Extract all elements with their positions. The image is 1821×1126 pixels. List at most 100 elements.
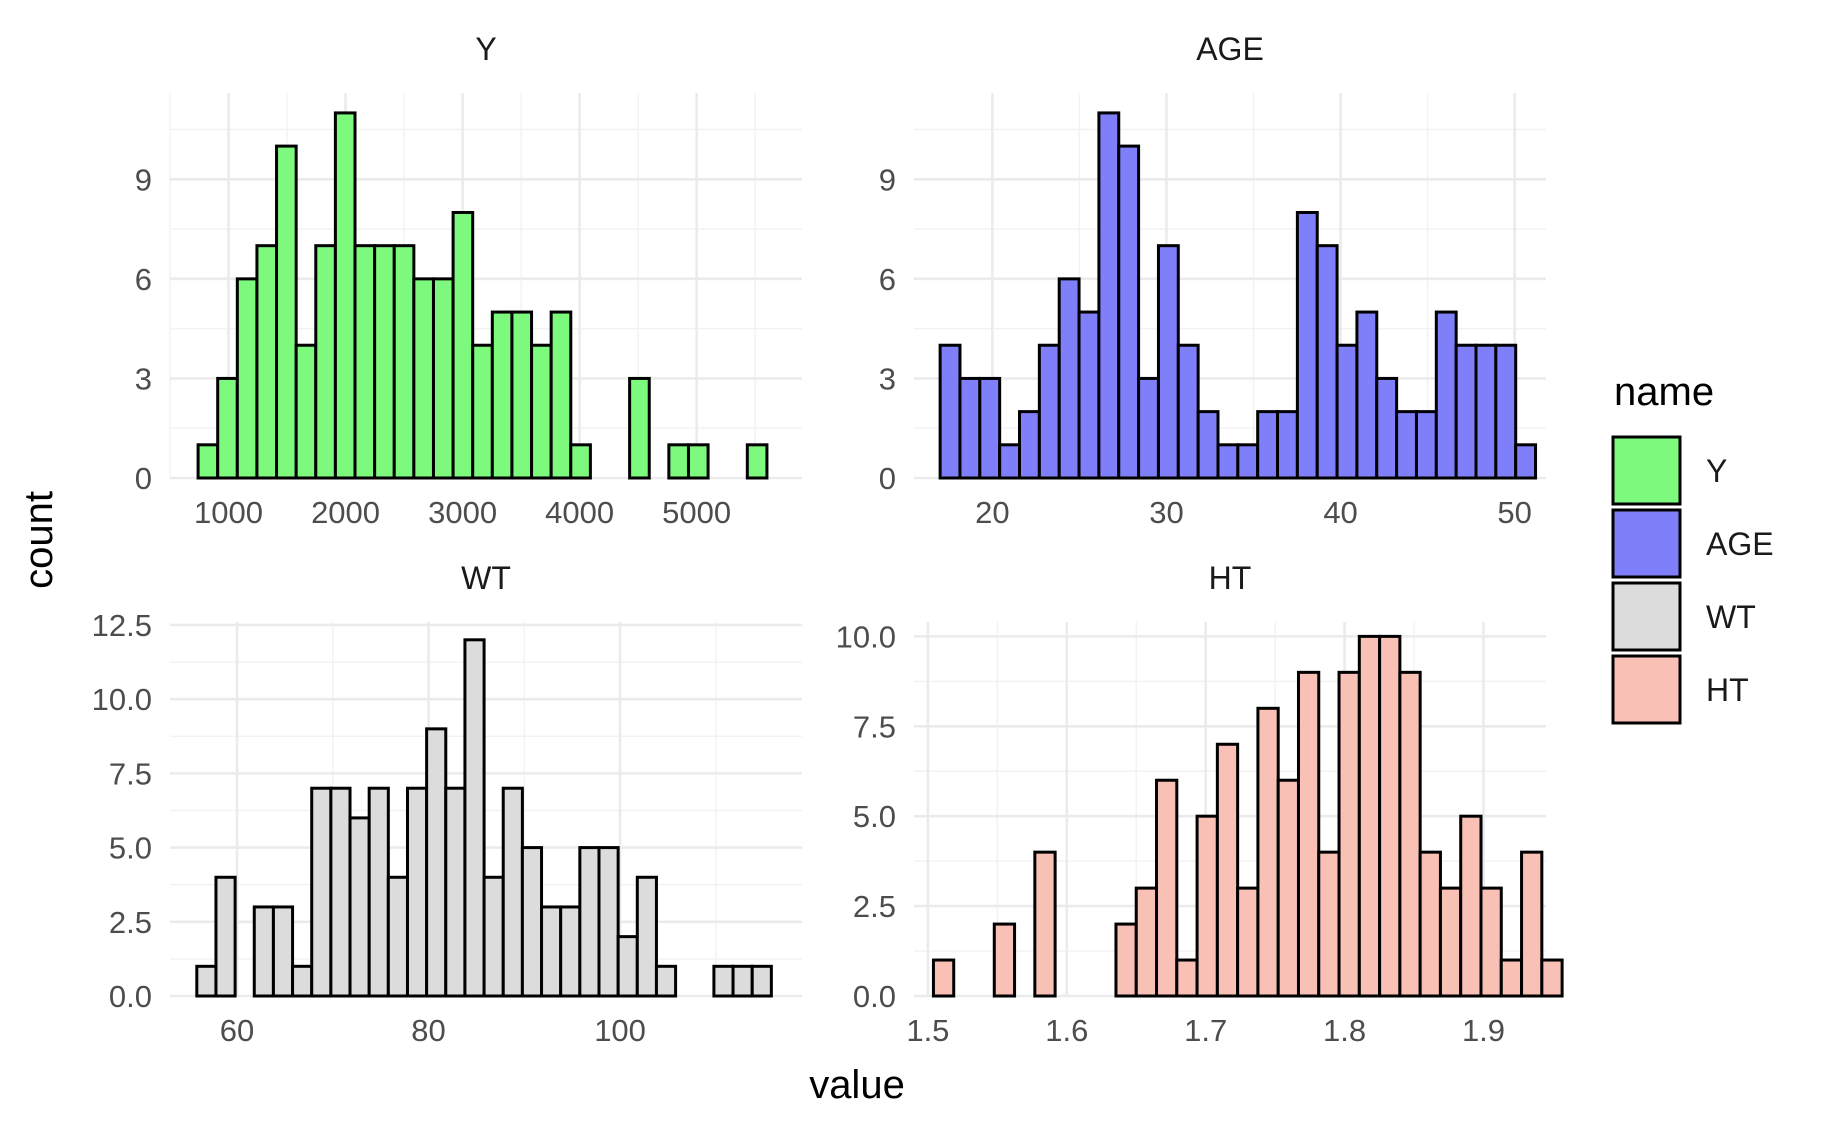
x-tick-label: 50: [1497, 495, 1531, 530]
histogram-bar: [1295, 210, 1319, 480]
histogram-bar: [294, 343, 318, 480]
histogram-bar: [1375, 376, 1399, 480]
legend-entry-wt: WT: [1611, 581, 1756, 652]
legend-entries: Y AGE WT HT: [1611, 435, 1774, 725]
x-tick-label: 2000: [311, 495, 380, 530]
histogram-bar: [291, 964, 314, 998]
histogram-bar: [1418, 850, 1442, 998]
histogram-bar: [635, 875, 658, 998]
histogram-bar: [1355, 310, 1379, 480]
x-tick-label: 1000: [194, 495, 263, 530]
histogram-bar: [1137, 376, 1160, 480]
histogram-bar: [482, 875, 505, 998]
histogram-bar: [1196, 410, 1220, 480]
histogram-bar: [310, 786, 333, 998]
facet-title: AGE: [1196, 31, 1264, 67]
histogram-bar: [1337, 670, 1361, 998]
y-tick-label: 0.0: [109, 979, 152, 1014]
x-tick-label: 40: [1323, 495, 1357, 530]
histogram-bar: [992, 922, 1017, 998]
x-tick-label: 60: [220, 1013, 254, 1048]
panel-y: Y 0 3 6 9 1000 2000 3000 4000 5000: [135, 31, 802, 530]
histogram-bar: [1236, 443, 1260, 480]
x-tick-label: 1.9: [1462, 1013, 1505, 1048]
histogram-bar: [520, 846, 544, 998]
histogram-bar: [471, 343, 494, 480]
y-tick-label: 9: [879, 162, 896, 197]
facet-title: WT: [461, 560, 511, 596]
histogram-bar: [510, 310, 534, 480]
panel-wt: WT 0.0 2.5 5.0 7.5 10.0 12.5 60 80 100: [92, 560, 802, 1048]
histogram-bar: [501, 786, 524, 998]
histogram-bar: [1395, 410, 1418, 480]
histogram-bar: [549, 310, 573, 480]
histogram-bar: [1414, 410, 1438, 480]
panel-age: AGE 0 3 6 9 20 30 40 50: [879, 31, 1546, 530]
x-tick-label: 3000: [428, 495, 497, 530]
histogram-bar: [1315, 244, 1339, 480]
histogram-bar: [1155, 778, 1179, 998]
histogram-bar: [597, 846, 620, 998]
histogram-bar: [750, 964, 773, 998]
histogram-bar: [431, 277, 455, 480]
histogram-bar: [392, 244, 416, 480]
histogram-bar: [958, 376, 982, 480]
y-axis-title: count: [17, 491, 61, 589]
histogram-bar: [1057, 277, 1081, 480]
histogram-bar: [1215, 742, 1240, 998]
histogram-bar: [1134, 886, 1159, 998]
legend-key: [1611, 508, 1682, 579]
y-tick-label: 3: [879, 361, 896, 396]
legend-label: AGE: [1706, 526, 1774, 562]
histogram-bar: [628, 376, 651, 480]
histogram-bar: [1097, 111, 1121, 480]
y-tick-label: 3: [135, 361, 152, 396]
histogram-bar: [1438, 886, 1463, 998]
histogram-bar: [1520, 850, 1544, 998]
histogram-bar: [333, 111, 357, 480]
histogram-bar: [1494, 343, 1518, 480]
facet-title: HT: [1209, 560, 1252, 596]
x-tick-label: 20: [975, 495, 1009, 530]
histogram-bar: [578, 846, 601, 998]
facet-title: Y: [475, 31, 496, 67]
histogram-bar: [1434, 310, 1458, 480]
histogram-bar: [271, 905, 295, 998]
histogram-bar: [559, 905, 582, 998]
histogram-bar: [1195, 814, 1219, 998]
histogram-bar: [463, 638, 486, 998]
y-tick-label: 2.5: [109, 905, 152, 940]
histogram-bar: [275, 144, 298, 480]
histogram-bar: [731, 964, 754, 998]
histogram-bar: [373, 244, 396, 480]
histogram-bar: [1117, 144, 1141, 480]
histogram-bar: [1454, 343, 1478, 480]
histogram-bar: [1479, 886, 1503, 998]
x-tick-label: 30: [1149, 495, 1183, 530]
x-tick-label: 1.5: [906, 1013, 949, 1048]
histogram-bar: [1499, 958, 1524, 998]
panel-ht: HT 0.0 2.5 5.0 7.5 10.0 1.5 1.6 1.7 1.8 1.9: [836, 560, 1564, 1048]
y-tick-label: 5.0: [109, 831, 152, 866]
y-tick-label: 6: [135, 262, 152, 297]
histogram-bar: [616, 935, 639, 998]
histogram-bar: [444, 786, 467, 998]
histogram-bar: [252, 905, 275, 998]
histogram-bar: [255, 244, 279, 480]
histogram-bar: [530, 343, 553, 480]
histogram-bar: [938, 343, 962, 480]
y-tick-label: 10.0: [92, 682, 152, 717]
legend-key: [1611, 654, 1682, 725]
histogram-bar: [451, 210, 475, 480]
histogram-bar: [686, 443, 710, 480]
legend-entry-age: AGE: [1611, 508, 1774, 579]
histogram-bar: [1317, 850, 1341, 998]
y-tick-label: 7.5: [853, 709, 896, 744]
histogram-bar: [196, 443, 220, 480]
histogram-bar: [654, 964, 678, 998]
histogram-bar: [329, 786, 352, 998]
x-tick-label: 1.6: [1045, 1013, 1088, 1048]
histogram-bar: [1398, 670, 1422, 998]
histogram-bar: [386, 875, 409, 998]
histogram-bar: [1357, 634, 1382, 998]
